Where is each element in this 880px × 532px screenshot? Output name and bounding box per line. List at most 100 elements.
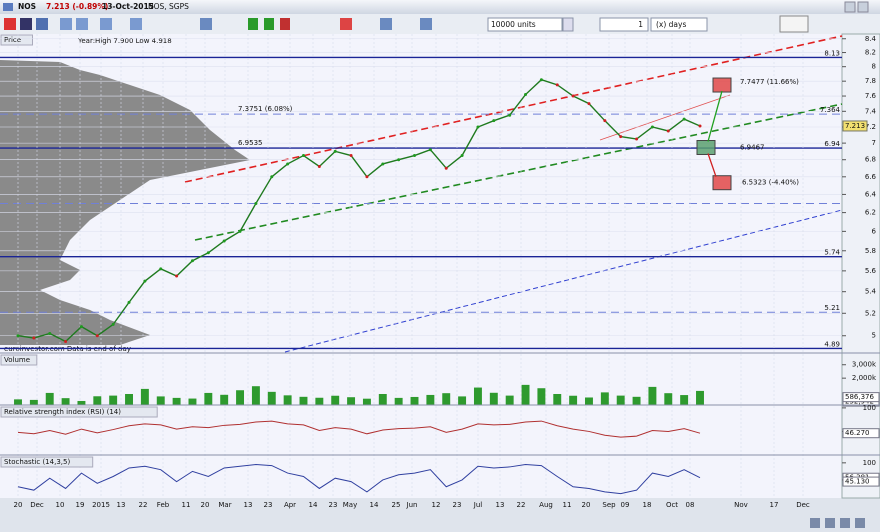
data-line xyxy=(17,78,701,343)
chart-type-icon[interactable] xyxy=(779,15,809,33)
volume-bar xyxy=(600,392,609,405)
x-tick-label: 08 xyxy=(686,501,695,509)
y-tick-label: 6.8 xyxy=(865,156,876,164)
volume-bar xyxy=(696,390,704,405)
y-tick-label: 7.8 xyxy=(865,77,876,85)
volume-bar xyxy=(347,397,356,405)
x-tick-label: Jun xyxy=(406,501,418,509)
tool-icon[interactable] xyxy=(4,18,16,30)
y-tick-label: 8.4 xyxy=(865,35,877,43)
volume-bar xyxy=(648,386,657,405)
price-point xyxy=(95,334,99,338)
price-point xyxy=(301,154,305,158)
period-count-input[interactable] xyxy=(599,17,649,32)
x-tick-label: Jul xyxy=(473,501,483,509)
volume-bar xyxy=(331,395,340,405)
x-tick-label: 14 xyxy=(370,501,379,509)
x-tick-label: 13 xyxy=(244,501,253,509)
y-tick-label: 6 xyxy=(872,227,877,235)
units-input[interactable] xyxy=(487,17,563,32)
level-label: 7.364 xyxy=(820,106,841,114)
price-point xyxy=(428,148,432,152)
tool-icon[interactable] xyxy=(36,18,48,30)
y-tick-label: 7.2 xyxy=(865,123,876,131)
y-tick-label: 5.4 xyxy=(865,288,877,296)
price-change: 7.213 (-0.89%) xyxy=(46,2,108,11)
status-icon[interactable] xyxy=(840,518,850,528)
annotation: 6.5323 (-4.40%) xyxy=(742,179,799,187)
y-tick-label: 100 xyxy=(863,404,876,412)
x-tick-label: 2015 xyxy=(92,501,110,509)
price-point xyxy=(397,158,401,162)
annotation: 7.3751 (6.08%) xyxy=(238,105,293,113)
x-tick-label: 14 xyxy=(309,501,318,509)
window-button[interactable] xyxy=(857,1,869,13)
x-tick-label: 25 xyxy=(392,501,401,509)
panel-label: Stochastic (14,3,5) xyxy=(4,458,70,466)
volume-bar xyxy=(442,393,451,405)
price-point xyxy=(159,267,163,271)
y-tick-label: 8 xyxy=(872,63,876,71)
x-tick-label: 17 xyxy=(770,501,779,509)
dropdown-button[interactable] xyxy=(562,17,574,32)
tool-icon[interactable] xyxy=(100,18,112,30)
price-point xyxy=(666,129,670,133)
current-price: 7.213 xyxy=(845,122,865,130)
status-icon[interactable] xyxy=(855,518,865,528)
value-marker xyxy=(842,476,880,487)
x-tick-label: 11 xyxy=(563,501,572,509)
price-point xyxy=(190,259,194,263)
y-tick-label: 5 xyxy=(872,332,876,340)
price-point xyxy=(79,325,83,329)
period-unit-select[interactable] xyxy=(650,17,708,32)
tool-icon[interactable] xyxy=(20,18,32,30)
price-point xyxy=(619,135,623,139)
volume-bar xyxy=(109,395,118,405)
tool-icon[interactable] xyxy=(264,18,274,30)
price-point xyxy=(32,336,36,340)
volume-bar xyxy=(283,395,292,405)
current-price-box xyxy=(842,120,868,132)
tool-icon[interactable] xyxy=(420,18,432,30)
tool-icon[interactable] xyxy=(200,18,212,30)
value-marker xyxy=(842,392,880,403)
volume-bar xyxy=(125,393,133,405)
annotation: 7.7477 (11.66%) xyxy=(740,78,799,86)
tool-icon[interactable] xyxy=(76,18,88,30)
x-tick-label: Dec xyxy=(796,501,810,509)
panel-label-box xyxy=(0,34,33,46)
price-point xyxy=(317,164,321,168)
volume-bar xyxy=(61,398,70,405)
volume-bar xyxy=(14,399,22,405)
tool-icon[interactable] xyxy=(340,18,352,30)
x-tick-label: 22 xyxy=(139,501,148,509)
price-point xyxy=(238,229,242,233)
price-point xyxy=(476,125,480,129)
volume-bar xyxy=(188,398,197,405)
volume-bar xyxy=(315,397,324,405)
volume-bar xyxy=(632,396,641,405)
tool-icon[interactable] xyxy=(380,18,392,30)
price-point xyxy=(222,239,226,243)
price-point xyxy=(111,322,115,326)
tool-icon[interactable] xyxy=(248,18,258,30)
arrow xyxy=(707,153,717,177)
period-unit: (x) days xyxy=(656,20,686,29)
panel-subtitle: Year:High 7.900 Low 4.918 xyxy=(77,37,172,45)
tool-icon[interactable] xyxy=(130,18,142,30)
price-point xyxy=(16,334,20,338)
volume-bar xyxy=(569,395,578,405)
price-point xyxy=(143,279,147,283)
window-button[interactable] xyxy=(844,1,856,13)
tool-icon[interactable] xyxy=(60,18,72,30)
status-icon[interactable] xyxy=(825,518,835,528)
price-point xyxy=(48,331,52,335)
y-tick-label: 100 xyxy=(863,459,876,467)
volume-bar xyxy=(378,393,387,405)
toolbar-icons[interactable] xyxy=(4,15,809,33)
volume-bar xyxy=(29,399,38,405)
price-point xyxy=(64,339,68,343)
tool-icon[interactable] xyxy=(280,18,290,30)
status-icon[interactable] xyxy=(810,518,820,528)
